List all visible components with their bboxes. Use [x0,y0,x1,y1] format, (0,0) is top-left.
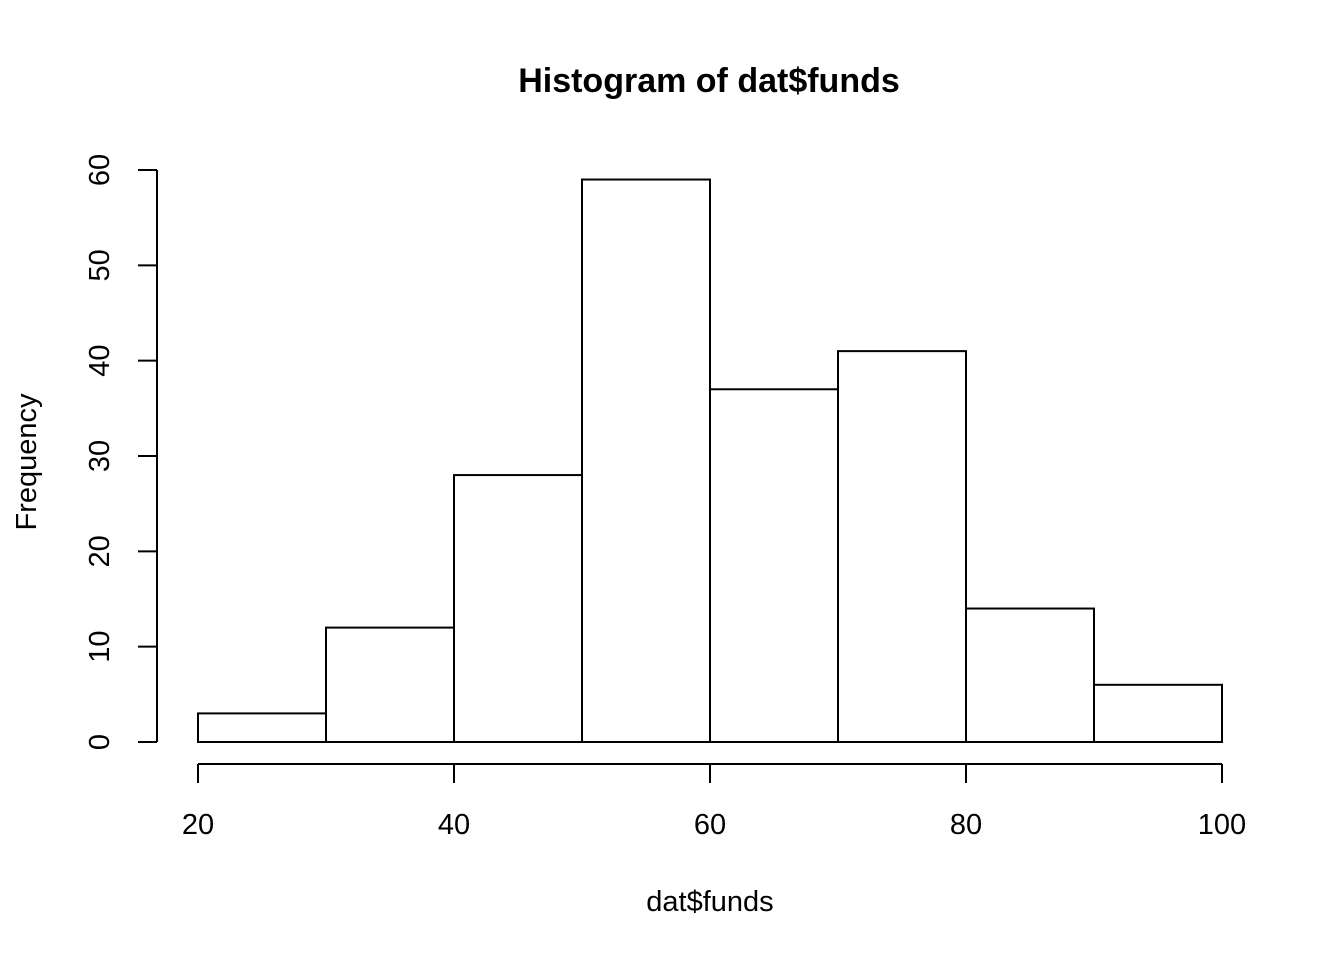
y-tick-label: 40 [84,345,116,377]
x-tick-label: 60 [694,809,726,841]
histogram-bar-7 [965,607,1095,743]
y-axis-label: Frequency [11,393,43,531]
histogram-bar-1 [197,712,327,744]
bars-group [197,178,1223,744]
histogram-bar-8 [1093,683,1223,743]
histogram-bar-4 [581,178,711,744]
x-tick-label: 40 [438,809,470,841]
histogram-bar-2 [325,626,455,743]
y-tick-label: 60 [84,154,116,186]
x-axis-label: dat$funds [646,886,773,918]
chart-title: Histogram of dat$funds [518,62,900,100]
y-tick-label: 30 [84,440,116,472]
x-tick-label: 100 [1198,809,1246,841]
x-tick-label: 80 [950,809,982,841]
y-tick-label: 50 [84,249,116,281]
y-tick-label: 10 [84,631,116,663]
histogram-bar-6 [837,350,967,743]
histogram-bar-3 [453,474,583,743]
x-axis: 20 40 60 80 100 [182,763,1246,841]
y-axis: 0 10 20 30 40 50 60 [84,154,158,750]
histogram-bar-5 [709,388,839,743]
y-tick-label: 20 [84,535,116,567]
y-tick-label: 0 [84,734,116,750]
x-tick-label: 20 [182,809,214,841]
